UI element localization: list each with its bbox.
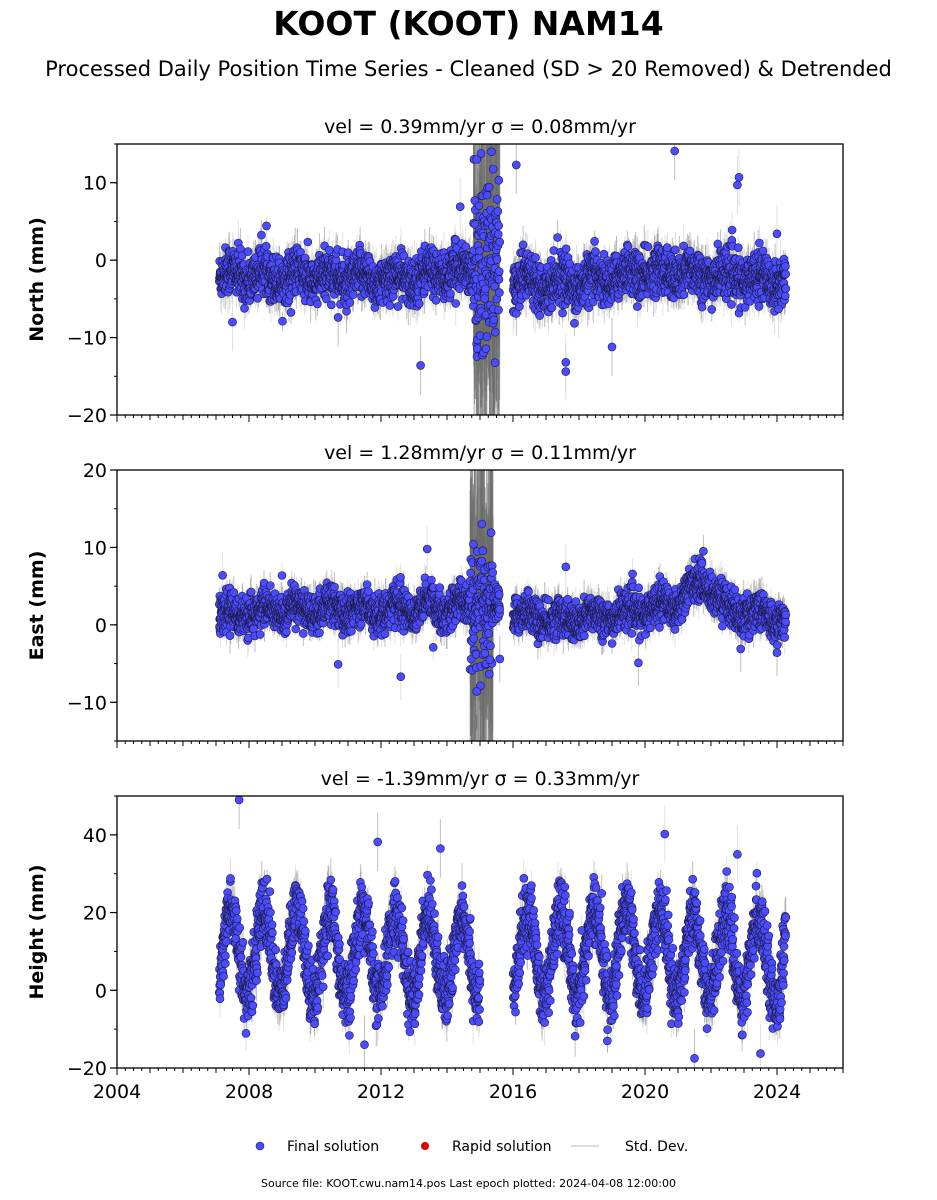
final-solution-point bbox=[570, 318, 579, 328]
chart-subtitle: Processed Daily Position Time Series - C… bbox=[45, 57, 892, 81]
final-solution-point bbox=[399, 251, 409, 260]
final-solution-point bbox=[286, 308, 296, 317]
final-solution-point bbox=[446, 289, 455, 299]
final-solution-point bbox=[531, 253, 540, 262]
final-solution-point bbox=[484, 182, 494, 192]
final-solution-point bbox=[494, 267, 504, 276]
final-solution-point bbox=[476, 149, 486, 158]
final-solution-point bbox=[237, 251, 247, 260]
final-solution-point bbox=[561, 244, 571, 254]
final-solution-point bbox=[345, 298, 355, 307]
final-solution-point bbox=[414, 299, 424, 308]
final-solution-point bbox=[240, 303, 249, 313]
final-solution-point bbox=[257, 230, 266, 240]
final-solution-point bbox=[321, 294, 331, 304]
final-solution-point bbox=[514, 302, 524, 311]
final-solution-point bbox=[492, 255, 502, 264]
final-solution-point bbox=[475, 246, 484, 256]
final-solution-point bbox=[493, 230, 503, 239]
final-solution-point bbox=[253, 293, 262, 303]
final-solution-point bbox=[495, 288, 504, 297]
final-solution-point bbox=[492, 195, 502, 204]
final-solution-point bbox=[431, 295, 441, 305]
final-solution-point bbox=[482, 190, 492, 200]
final-solution-point bbox=[488, 164, 498, 174]
final-solution-point bbox=[495, 237, 505, 247]
final-solution-point bbox=[326, 300, 336, 310]
final-solution-point bbox=[393, 302, 403, 311]
final-solution-point bbox=[243, 247, 253, 256]
final-solution-point bbox=[480, 284, 490, 294]
final-solution-point bbox=[494, 274, 504, 284]
final-solution-point bbox=[461, 242, 471, 251]
final-solution-point bbox=[490, 358, 500, 368]
final-solution-point bbox=[261, 241, 271, 251]
final-solution-point bbox=[494, 221, 504, 230]
final-solution-point bbox=[518, 240, 528, 250]
final-solution-point bbox=[451, 299, 461, 308]
final-solution-point bbox=[558, 308, 567, 318]
final-solution-point bbox=[487, 147, 496, 156]
final-solution-point bbox=[553, 233, 562, 242]
final-solution-point bbox=[494, 305, 503, 315]
plot-area-north bbox=[215, 144, 791, 415]
final-solution-point bbox=[385, 301, 395, 310]
final-solution-point bbox=[489, 315, 499, 325]
final-solution-point bbox=[481, 344, 491, 354]
final-solution-point bbox=[348, 290, 358, 299]
chart-title: KOOT (KOOT) NAM14 bbox=[273, 4, 664, 43]
final-solution-point bbox=[313, 299, 322, 309]
final-solution-point bbox=[474, 201, 484, 211]
final-solution-point bbox=[493, 207, 503, 216]
final-solution-point bbox=[262, 221, 271, 231]
final-solution-point bbox=[482, 332, 492, 341]
final-solution-point bbox=[535, 311, 545, 320]
final-solution-point bbox=[494, 175, 504, 185]
final-solution-point bbox=[490, 327, 500, 337]
final-solution-point bbox=[547, 303, 557, 313]
final-solution-point bbox=[303, 237, 313, 247]
final-solution-point bbox=[278, 316, 287, 326]
data-points-north bbox=[215, 146, 791, 376]
